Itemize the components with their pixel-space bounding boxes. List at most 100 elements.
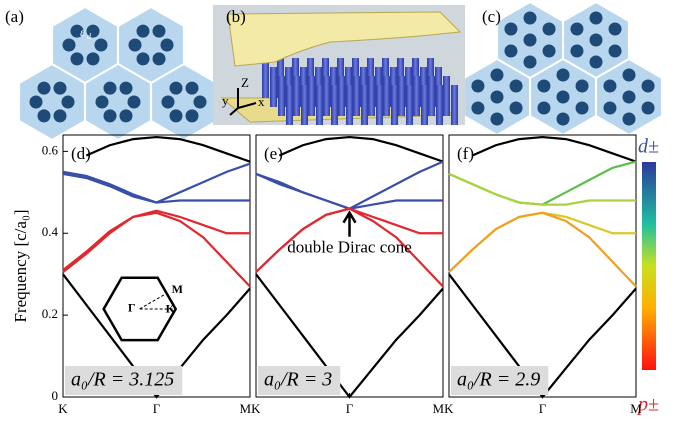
band-line xyxy=(448,273,637,399)
rod xyxy=(193,95,207,109)
rod xyxy=(622,112,636,126)
parameter-label: a₀/R = 2.9 xyxy=(457,369,540,391)
rod xyxy=(641,79,655,93)
cylinder xyxy=(346,85,353,125)
y-axis-label: Frequency [c/a₀] xyxy=(11,209,30,322)
rod xyxy=(103,109,117,123)
cylinder xyxy=(293,76,300,116)
rod xyxy=(128,38,142,52)
cylinder xyxy=(353,76,360,116)
rod xyxy=(608,44,622,58)
band-line xyxy=(62,273,251,399)
y-tick-label: 0.4 xyxy=(42,224,59,239)
colorbar-label: p± xyxy=(636,394,659,416)
annotation-arrow xyxy=(342,210,357,237)
axis-3d-label: x xyxy=(258,94,265,109)
rod xyxy=(37,81,51,95)
inset-label: K xyxy=(166,302,176,316)
x-tick-label: M xyxy=(630,401,642,416)
brillouin-zone xyxy=(102,276,178,342)
colorbar xyxy=(642,162,656,370)
epsilon-symbol: ε xyxy=(80,25,85,39)
cylinder xyxy=(421,85,428,125)
rod xyxy=(570,44,584,58)
y-tick-label: 0 xyxy=(52,388,59,403)
rod xyxy=(86,52,100,66)
cylinder xyxy=(308,76,315,116)
rod xyxy=(53,109,67,123)
rod xyxy=(641,101,655,115)
rod xyxy=(490,68,504,82)
rod xyxy=(185,81,199,95)
band-line xyxy=(62,211,251,288)
cylinder xyxy=(406,85,413,125)
band-line xyxy=(471,135,637,163)
cylinder xyxy=(368,76,375,116)
band-line xyxy=(448,211,636,273)
x-tick-label: MK xyxy=(433,401,455,416)
rod xyxy=(575,101,589,115)
band-line xyxy=(448,211,637,288)
cylinder xyxy=(323,76,330,116)
rod xyxy=(509,79,523,93)
slab-illustration xyxy=(213,5,465,125)
rod xyxy=(160,38,174,52)
cylinder xyxy=(383,76,390,116)
x-tick-label: K xyxy=(58,401,68,416)
rod xyxy=(37,109,51,123)
rod xyxy=(61,95,75,109)
epsilon-sub: d xyxy=(87,32,92,41)
band-line xyxy=(278,135,444,163)
rod xyxy=(490,90,504,104)
rod xyxy=(86,24,100,38)
panel-label: (d) xyxy=(71,144,91,163)
rod xyxy=(136,24,150,38)
band-plot: Γ MK (e) a₀/R = 3 double Dirac cone xyxy=(255,134,455,416)
cylinder xyxy=(376,85,383,125)
y-tick-label: 0.6 xyxy=(42,142,59,157)
rod xyxy=(523,11,537,25)
rod xyxy=(471,101,485,115)
cylinder xyxy=(443,76,450,116)
cylinder xyxy=(286,85,293,125)
rod xyxy=(70,52,84,66)
rod xyxy=(589,11,603,25)
band-line xyxy=(255,273,444,399)
illustrations xyxy=(18,0,663,142)
rod xyxy=(570,22,584,36)
rod xyxy=(542,44,556,58)
panel-label: (e) xyxy=(264,144,283,163)
cylinder xyxy=(338,76,345,116)
rod xyxy=(70,24,84,38)
rod xyxy=(169,109,183,123)
rod xyxy=(152,52,166,66)
cylinder xyxy=(301,85,308,125)
k-path xyxy=(139,292,176,310)
rod xyxy=(603,101,617,115)
rod xyxy=(537,101,551,115)
rod xyxy=(185,109,199,123)
cylinder xyxy=(436,85,443,125)
annotation: double Dirac cone xyxy=(287,238,412,257)
cylinder xyxy=(451,85,458,125)
x-tick-label: MK xyxy=(240,401,262,416)
rod xyxy=(490,112,504,126)
rod xyxy=(575,79,589,93)
band-plot: Γ M (f) a₀/R = 2.9 xyxy=(448,134,642,416)
axis-3d-label: y xyxy=(222,93,229,108)
rod xyxy=(29,95,43,109)
rod xyxy=(589,55,603,69)
rod xyxy=(556,68,570,82)
cylinder xyxy=(331,85,338,125)
rod xyxy=(471,79,485,93)
x-tick-label: Γ xyxy=(539,401,547,416)
panel-label: (a) xyxy=(5,7,24,26)
panel-label: (c) xyxy=(482,7,501,26)
parameter-label: a₀/R = 3 xyxy=(264,369,332,391)
rod xyxy=(509,101,523,115)
rod xyxy=(136,52,150,66)
rod xyxy=(523,55,537,69)
inset-label: M xyxy=(172,282,183,296)
